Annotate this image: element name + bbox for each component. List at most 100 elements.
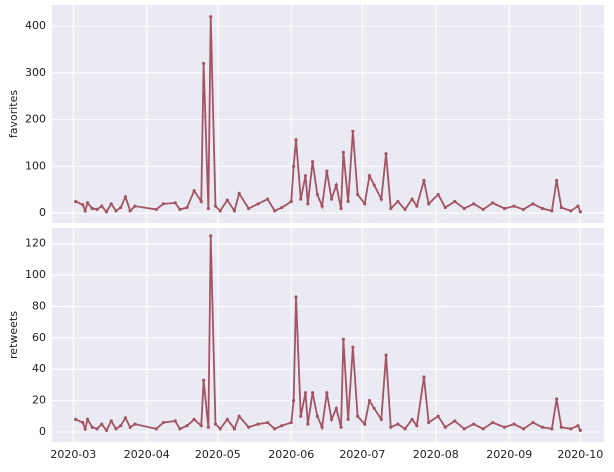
point — [123, 416, 128, 420]
point — [384, 152, 388, 156]
point — [329, 197, 334, 201]
point — [384, 353, 388, 357]
point — [462, 206, 466, 211]
point — [256, 202, 260, 206]
point — [104, 428, 109, 432]
point — [341, 337, 345, 341]
point — [192, 189, 196, 193]
point — [389, 425, 393, 429]
point — [396, 199, 400, 204]
point — [356, 414, 360, 418]
point — [299, 414, 303, 418]
x-tick-label: 2020-03 — [50, 448, 96, 461]
point — [178, 427, 182, 431]
x-tick-label: 2020-07 — [339, 448, 385, 461]
point — [403, 207, 407, 212]
point — [363, 202, 367, 206]
point — [209, 234, 213, 238]
point — [213, 204, 218, 208]
point — [569, 209, 573, 213]
point — [74, 199, 78, 204]
x-tick-label: 2020-05 — [195, 448, 241, 461]
x-tick-label: 2020-06 — [268, 448, 314, 461]
point — [128, 209, 132, 213]
point — [325, 169, 329, 173]
point — [74, 417, 78, 422]
y-tick-label: 200 — [25, 113, 46, 126]
point — [576, 204, 580, 208]
point — [209, 15, 213, 19]
point — [346, 417, 350, 422]
point — [247, 206, 251, 211]
point — [311, 160, 315, 164]
point — [218, 427, 222, 431]
point — [109, 419, 113, 423]
point — [90, 206, 94, 211]
point — [225, 198, 229, 202]
point — [315, 192, 319, 197]
point — [265, 197, 270, 201]
point — [161, 202, 165, 206]
point — [123, 195, 128, 199]
point — [256, 422, 260, 426]
point — [472, 202, 476, 206]
point — [372, 183, 376, 187]
point — [403, 427, 407, 431]
y-axis-label: retweets — [7, 311, 20, 359]
point — [273, 427, 277, 431]
point — [320, 204, 324, 208]
point — [415, 204, 419, 208]
point — [185, 424, 189, 428]
point — [289, 420, 293, 425]
point — [273, 209, 277, 213]
point — [329, 417, 334, 422]
point — [555, 178, 559, 183]
point — [559, 425, 563, 429]
point — [367, 398, 372, 403]
point — [521, 207, 526, 212]
point — [491, 420, 495, 425]
point — [232, 427, 237, 431]
point — [491, 201, 495, 205]
point — [569, 427, 573, 431]
point — [453, 419, 457, 423]
point — [389, 206, 393, 211]
point — [472, 422, 476, 426]
point — [133, 422, 137, 426]
y-tick-label: 60 — [32, 331, 46, 344]
point — [154, 207, 158, 212]
point — [202, 61, 206, 66]
point — [427, 202, 431, 206]
x-tick-label: 2020-04 — [124, 448, 170, 461]
point — [206, 425, 210, 429]
point — [531, 202, 535, 206]
point — [339, 206, 343, 211]
point — [178, 207, 182, 212]
point — [280, 424, 284, 428]
y-tick-label: 300 — [25, 66, 46, 79]
point — [237, 191, 241, 196]
point — [372, 406, 376, 411]
point — [192, 417, 196, 422]
plot-area — [52, 5, 604, 223]
point — [512, 422, 516, 426]
point — [289, 199, 293, 204]
point — [311, 391, 315, 395]
x-tick-label: 2020-08 — [413, 448, 459, 461]
point — [436, 192, 440, 197]
point — [161, 420, 165, 425]
point — [410, 417, 414, 422]
point — [379, 417, 383, 422]
point — [119, 205, 123, 210]
point — [578, 428, 582, 432]
point — [443, 205, 447, 210]
point — [128, 425, 132, 429]
y-tick-label: 0 — [39, 206, 46, 219]
point — [443, 425, 447, 429]
y-tick-label: 100 — [25, 159, 46, 172]
point — [422, 178, 426, 183]
y-tick-label: 100 — [25, 268, 46, 281]
point — [95, 207, 99, 212]
y-tick-label: 120 — [25, 237, 46, 250]
point — [237, 414, 241, 418]
